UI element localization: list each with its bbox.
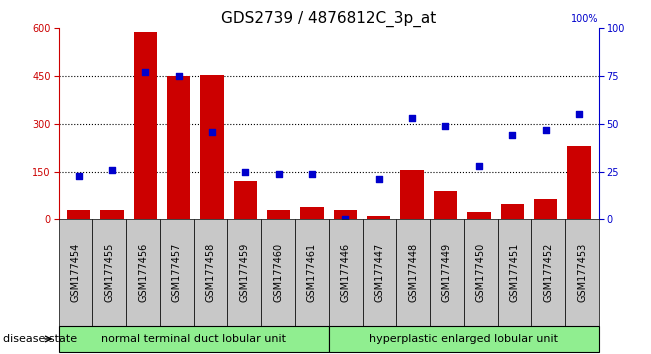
Bar [234, 181, 257, 219]
Point [74, 173, 84, 178]
Text: GSM177461: GSM177461 [307, 243, 317, 302]
Text: GSM177450: GSM177450 [476, 243, 486, 302]
Text: GSM177449: GSM177449 [442, 243, 452, 302]
Text: GSM177453: GSM177453 [577, 243, 587, 302]
Point [340, 217, 351, 222]
Bar [434, 191, 457, 219]
Point [574, 112, 584, 117]
Bar [100, 210, 124, 219]
Point [273, 171, 284, 176]
Bar [133, 32, 157, 219]
Bar [367, 216, 391, 219]
Point [474, 163, 484, 169]
Text: GSM177457: GSM177457 [172, 243, 182, 302]
Text: disease state: disease state [3, 334, 77, 344]
Text: hyperplastic enlarged lobular unit: hyperplastic enlarged lobular unit [369, 334, 559, 344]
Text: GSM177454: GSM177454 [70, 243, 81, 302]
Bar [267, 210, 290, 219]
Point [140, 69, 150, 75]
Title: GDS2739 / 4876812C_3p_at: GDS2739 / 4876812C_3p_at [221, 11, 436, 27]
Bar [501, 204, 524, 219]
Point [407, 115, 417, 121]
Text: GSM177452: GSM177452 [544, 243, 553, 302]
Bar [567, 146, 590, 219]
Text: GSM177451: GSM177451 [510, 243, 519, 302]
Point [107, 167, 117, 173]
Point [307, 171, 317, 176]
Point [507, 132, 518, 138]
Bar [467, 211, 490, 219]
Point [240, 169, 251, 175]
Bar [400, 170, 424, 219]
Bar [67, 210, 90, 219]
Point [440, 123, 450, 129]
Text: GSM177460: GSM177460 [273, 243, 283, 302]
Bar [300, 207, 324, 219]
Bar [534, 199, 557, 219]
Text: GSM177459: GSM177459 [240, 243, 249, 302]
Text: normal terminal duct lobular unit: normal terminal duct lobular unit [101, 334, 286, 344]
Bar [167, 76, 190, 219]
Text: GSM177456: GSM177456 [138, 243, 148, 302]
Point [540, 127, 551, 132]
Text: GSM177458: GSM177458 [206, 243, 215, 302]
Text: GSM177447: GSM177447 [374, 243, 384, 302]
Bar [334, 210, 357, 219]
Text: 100%: 100% [572, 15, 599, 24]
Text: GSM177446: GSM177446 [340, 243, 351, 302]
Bar [201, 75, 224, 219]
Text: GSM177448: GSM177448 [408, 243, 418, 302]
Point [374, 177, 384, 182]
Point [207, 129, 217, 135]
Text: GSM177455: GSM177455 [104, 243, 114, 302]
Point [173, 73, 184, 79]
